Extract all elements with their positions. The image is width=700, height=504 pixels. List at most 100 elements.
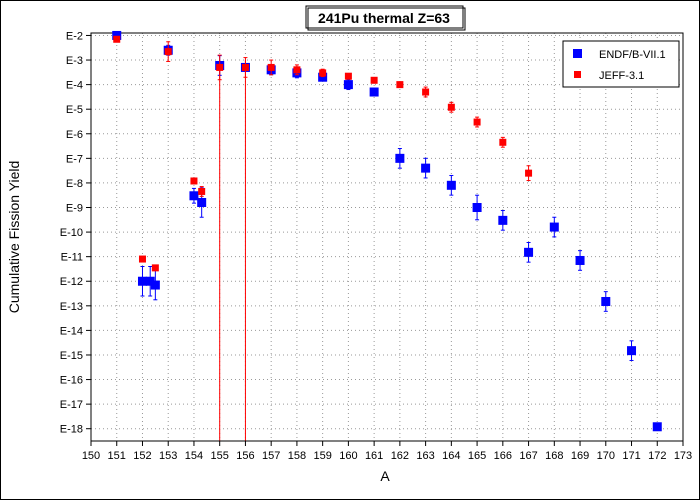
y-tick-label: E-7	[66, 153, 83, 165]
y-tick-label: E-16	[60, 375, 83, 387]
y-tick-label: E-15	[60, 350, 83, 362]
data-point	[112, 30, 122, 40]
series-endf	[112, 30, 662, 432]
x-tick-label: 154	[185, 450, 203, 462]
plot-area-border	[90, 32, 684, 442]
data-point	[601, 296, 611, 306]
y-axis-label: Cumulative Fission Yield	[6, 161, 22, 314]
data-point	[137, 276, 147, 286]
data-point	[498, 215, 508, 225]
y-tick-label: E-17	[60, 399, 83, 411]
y-tick-label: E-2	[66, 30, 83, 42]
legend-marker-jeff	[574, 71, 581, 78]
data-point	[575, 255, 585, 265]
y-tick-label: E-8	[66, 178, 83, 190]
data-point	[197, 197, 207, 207]
title-box: 241Pu thermal Z=63	[305, 5, 466, 31]
x-tick-label: 151	[108, 450, 126, 462]
data-point	[549, 222, 559, 232]
y-tick-label: E-10	[60, 227, 83, 239]
x-tick-label: 157	[262, 450, 280, 462]
data-point	[473, 118, 481, 126]
x-tick-label: 167	[519, 450, 537, 462]
data-point	[318, 72, 328, 82]
data-point	[267, 63, 275, 71]
y-tick-label: E-6	[66, 129, 83, 141]
x-tick-label: 173	[674, 450, 692, 462]
y-tick-label: E-13	[60, 301, 83, 313]
x-tick-label: 171	[622, 450, 640, 462]
x-tick-label: 169	[571, 450, 589, 462]
data-point	[421, 163, 431, 173]
x-axis-label: A	[380, 468, 390, 484]
data-point	[344, 72, 352, 80]
data-point	[422, 88, 430, 96]
legend-box	[562, 40, 680, 88]
legend-label-jeff: JEFF-3.1	[599, 70, 644, 82]
data-point	[524, 247, 534, 257]
x-tick-label: 150	[82, 450, 100, 462]
y-tick-label: E-11	[61, 252, 83, 264]
data-point	[241, 63, 249, 71]
vertical-lines	[219, 60, 246, 441]
x-tick-label: 153	[159, 450, 177, 462]
data-point	[145, 276, 155, 286]
x-tick-label: 152	[133, 450, 151, 462]
x-tick-label: 165	[468, 450, 486, 462]
axes-layer: 150 151 152 153 154 155 156 157 158 159 160 161 162 1…	[60, 30, 692, 462]
data-point	[499, 138, 507, 146]
data-point	[151, 264, 159, 272]
data-point	[293, 66, 301, 74]
x-tick-label: 161	[365, 450, 383, 462]
data-point	[150, 280, 160, 290]
data-point	[113, 35, 121, 43]
data-point	[370, 76, 378, 84]
legend-marker-endf	[573, 49, 582, 58]
title-box-shadow	[307, 7, 466, 31]
data-point	[395, 153, 405, 163]
y-tick-label: E-3	[66, 55, 83, 67]
x-tick-label: 160	[339, 450, 357, 462]
data-point	[190, 177, 198, 185]
data-point	[525, 169, 533, 177]
x-tick-label: 158	[288, 450, 306, 462]
x-tick-label: 159	[313, 450, 331, 462]
data-point	[138, 255, 146, 263]
y-tick-label: E-12	[60, 276, 83, 288]
grid-layer	[91, 33, 683, 441]
data-point	[447, 103, 455, 111]
data-point	[343, 80, 353, 90]
x-tick-label: 163	[416, 450, 434, 462]
data-point	[627, 346, 637, 356]
x-tick-label: 156	[236, 450, 254, 462]
data-point	[164, 48, 172, 56]
data-point	[652, 422, 662, 432]
chart-title: 241Pu thermal Z=63	[318, 10, 450, 26]
data-points	[112, 30, 662, 432]
x-tick-label: 172	[648, 450, 666, 462]
series-jeff	[113, 35, 533, 272]
x-tick-label: 170	[597, 450, 615, 462]
data-point	[198, 187, 206, 195]
data-point	[216, 63, 224, 71]
y-tick-label: E-4	[66, 80, 83, 92]
x-tick-label: 166	[494, 450, 512, 462]
data-point	[369, 87, 379, 97]
data-point	[472, 203, 482, 213]
x-tick-label: 168	[545, 450, 563, 462]
data-point	[319, 69, 327, 77]
y-tick-label: E-14	[60, 325, 83, 337]
title-box-border	[305, 5, 464, 29]
y-tick-label: E-9	[66, 203, 83, 215]
legend: ENDF/B-VII.1 JEFF-3.1	[562, 40, 680, 88]
x-tick-label: 155	[211, 450, 229, 462]
y-tick-label: E-5	[66, 104, 83, 116]
data-point	[396, 81, 404, 89]
data-point	[446, 180, 456, 190]
x-tick-label: 162	[391, 450, 409, 462]
data-point	[189, 191, 199, 201]
x-tick-label: 164	[442, 450, 460, 462]
y-tick-label: E-18	[60, 424, 83, 436]
